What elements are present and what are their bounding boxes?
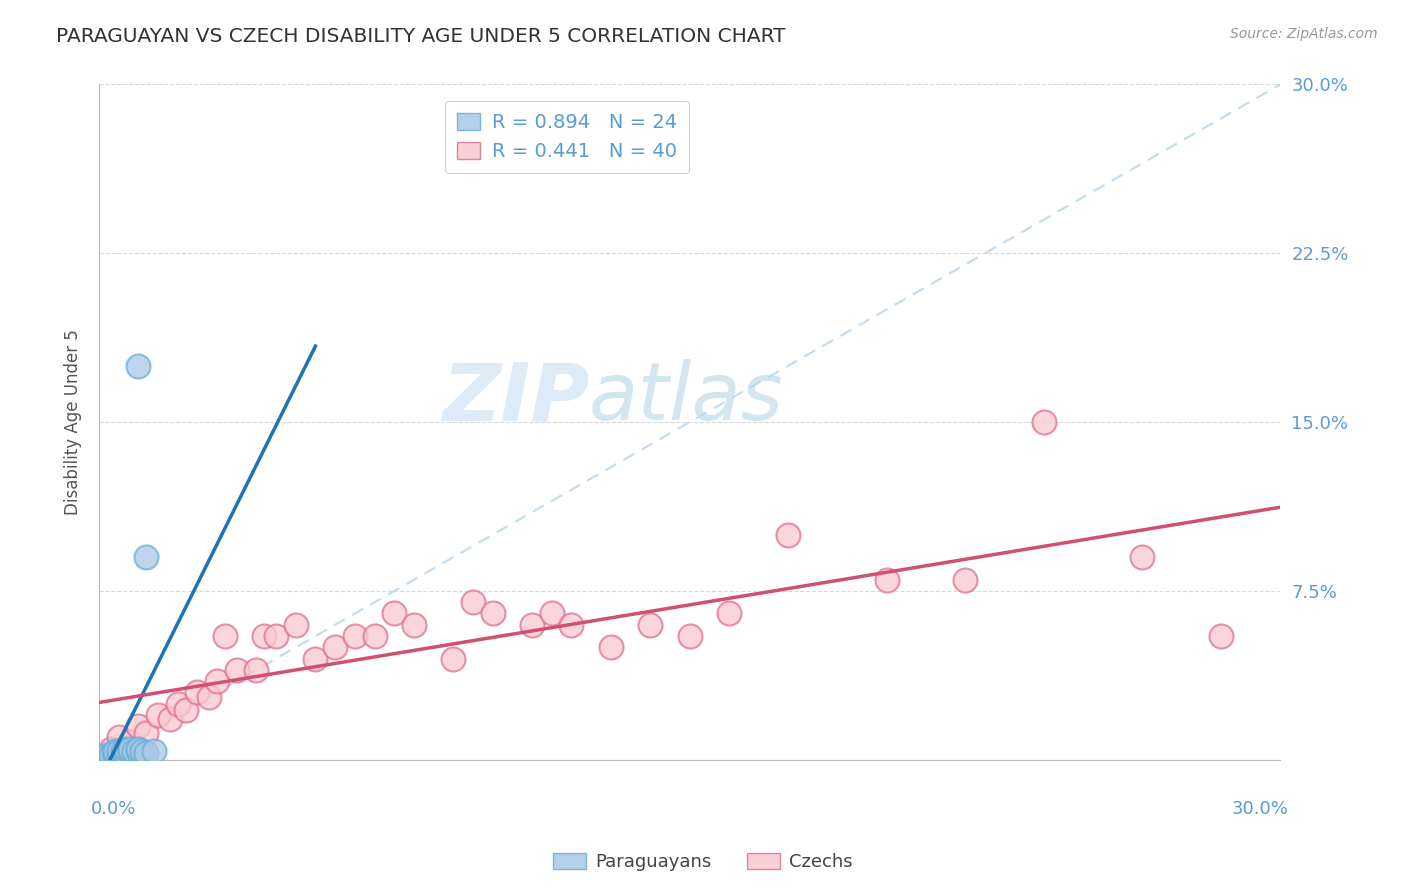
Point — [107, 744, 129, 758]
Point — [876, 573, 898, 587]
Point — [120, 735, 142, 749]
Point — [146, 707, 169, 722]
Point — [214, 629, 236, 643]
Point — [131, 744, 153, 758]
Point — [91, 750, 114, 764]
Point — [253, 629, 276, 643]
Point — [96, 748, 118, 763]
Point — [127, 744, 149, 758]
Text: 0.0%: 0.0% — [91, 800, 136, 818]
Point — [115, 746, 138, 760]
Point — [100, 748, 122, 763]
Point — [104, 748, 127, 763]
Point — [382, 607, 405, 621]
Point — [107, 731, 129, 745]
Point — [599, 640, 621, 655]
Point — [461, 595, 484, 609]
Point — [638, 617, 661, 632]
Point — [135, 726, 157, 740]
Point — [678, 629, 700, 643]
Point — [143, 744, 166, 758]
Text: ZIP: ZIP — [441, 359, 589, 437]
Point — [343, 629, 366, 643]
Point — [96, 750, 118, 764]
Point — [111, 744, 134, 758]
Point — [402, 617, 425, 632]
Point — [115, 741, 138, 756]
Text: 30.0%: 30.0% — [1232, 800, 1288, 818]
Point — [560, 617, 582, 632]
Text: atlas: atlas — [589, 359, 785, 437]
Point — [186, 685, 208, 699]
Point — [717, 607, 740, 621]
Point — [284, 617, 307, 632]
Point — [111, 746, 134, 760]
Y-axis label: Disability Age Under 5: Disability Age Under 5 — [65, 329, 82, 515]
Point — [205, 673, 228, 688]
Point — [540, 607, 562, 621]
Point — [107, 746, 129, 760]
Point — [127, 359, 149, 373]
Point — [159, 712, 181, 726]
Point — [441, 651, 464, 665]
Text: Source: ZipAtlas.com: Source: ZipAtlas.com — [1230, 27, 1378, 41]
Point — [520, 617, 543, 632]
Point — [124, 744, 146, 758]
Point — [304, 651, 326, 665]
Point — [323, 640, 346, 655]
Point — [225, 663, 247, 677]
Point — [264, 629, 287, 643]
Point — [1132, 550, 1154, 565]
Point — [174, 703, 197, 717]
Point — [776, 527, 799, 541]
Point — [120, 741, 142, 756]
Point — [104, 744, 127, 758]
Point — [104, 746, 127, 760]
Text: PARAGUAYAN VS CZECH DISABILITY AGE UNDER 5 CORRELATION CHART: PARAGUAYAN VS CZECH DISABILITY AGE UNDER… — [56, 27, 786, 45]
Point — [135, 746, 157, 760]
Point — [245, 663, 267, 677]
Point — [127, 719, 149, 733]
Point — [127, 741, 149, 756]
Point — [100, 741, 122, 756]
Point — [120, 744, 142, 758]
Point — [481, 607, 503, 621]
Point — [166, 697, 188, 711]
Point — [1211, 629, 1233, 643]
Legend: Paraguayans, Czechs: Paraguayans, Czechs — [547, 846, 859, 879]
Point — [363, 629, 385, 643]
Point — [198, 690, 221, 704]
Point — [135, 550, 157, 565]
Point — [1033, 415, 1056, 429]
Legend: R = 0.894   N = 24, R = 0.441   N = 40: R = 0.894 N = 24, R = 0.441 N = 40 — [446, 101, 689, 173]
Point — [955, 573, 977, 587]
Point — [100, 748, 122, 763]
